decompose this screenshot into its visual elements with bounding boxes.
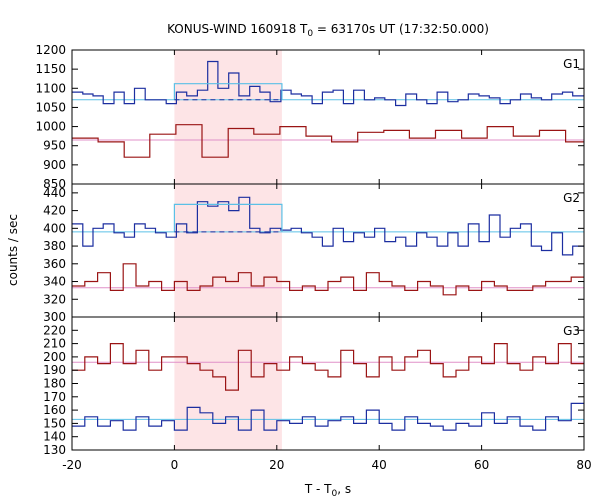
panel-frames <box>71 49 585 451</box>
panel-label-g2: G2 <box>563 191 580 205</box>
y-tick-label: 380 <box>43 239 66 253</box>
tick-layer: 850 900 950 1000 1050 1100 1150 1200 G1 300 320 340… <box>35 43 591 472</box>
y-tick-label: 140 <box>43 430 66 444</box>
series-layer <box>72 60 584 431</box>
x-tick-label: -20 <box>62 458 82 472</box>
chart-title-subscript: 0 <box>307 29 313 39</box>
burst-level-g2 <box>173 203 283 232</box>
burst-level-g1 <box>173 83 283 100</box>
y-tick-label: 340 <box>43 275 66 289</box>
y-tick-label: 360 <box>43 257 66 271</box>
y-tick-label: 200 <box>43 350 66 364</box>
x-tick-label: 20 <box>269 458 284 472</box>
y-tick-label: 420 <box>43 204 66 218</box>
y-tick-label: 160 <box>43 403 66 417</box>
y-tick-label: 1200 <box>35 43 66 57</box>
panel-label-g3: G3 <box>563 324 580 338</box>
y-tick-label: 440 <box>43 186 66 200</box>
y-tick-label: 850 <box>43 177 66 191</box>
y-tick-label: 320 <box>43 292 66 306</box>
y-tick-label: 210 <box>43 337 66 351</box>
step-series-g2-0 <box>72 196 584 256</box>
chart-title: KONUS-WIND 160918 T0 = 63170s UT (17:32:… <box>167 22 489 39</box>
y-tick-label: 1050 <box>35 100 66 114</box>
y-tick-label: 170 <box>43 390 66 404</box>
y-tick-label: 1100 <box>35 81 66 95</box>
step-series-g3-1 <box>72 402 584 431</box>
x-tick-label: 0 <box>171 458 179 472</box>
panel-frame-g3 <box>71 316 585 451</box>
y-tick-label: 220 <box>43 323 66 337</box>
x-tick-label: 80 <box>576 458 591 472</box>
x-axis-label: T - T0, s <box>304 482 351 499</box>
y-tick-label: 300 <box>43 310 66 324</box>
y-tick-label: 1150 <box>35 62 66 76</box>
step-series-g1-0 <box>72 60 584 107</box>
y-axis-label: counts / sec <box>6 214 20 286</box>
x-axis-label-subscript: 0 <box>332 489 338 499</box>
step-series-g2-1 <box>72 263 584 296</box>
y-tick-label: 180 <box>43 377 66 391</box>
highlight-band-g1 <box>174 50 282 184</box>
y-tick-label: 400 <box>43 221 66 235</box>
step-series-g1-1 <box>72 124 584 158</box>
panel-frame-g2 <box>71 183 585 318</box>
panel-frame-g1 <box>71 49 585 185</box>
panel-label-g1: G1 <box>563 57 580 71</box>
x-tick-label: 60 <box>474 458 489 472</box>
y-tick-label: 150 <box>43 416 66 430</box>
y-tick-label: 190 <box>43 363 66 377</box>
step-series-g3-0 <box>72 343 584 391</box>
y-tick-label: 130 <box>43 443 66 457</box>
x-tick-label: 40 <box>372 458 387 472</box>
y-tick-label: 950 <box>43 139 66 153</box>
y-tick-label: 1000 <box>35 120 66 134</box>
y-tick-label: 900 <box>43 158 66 172</box>
